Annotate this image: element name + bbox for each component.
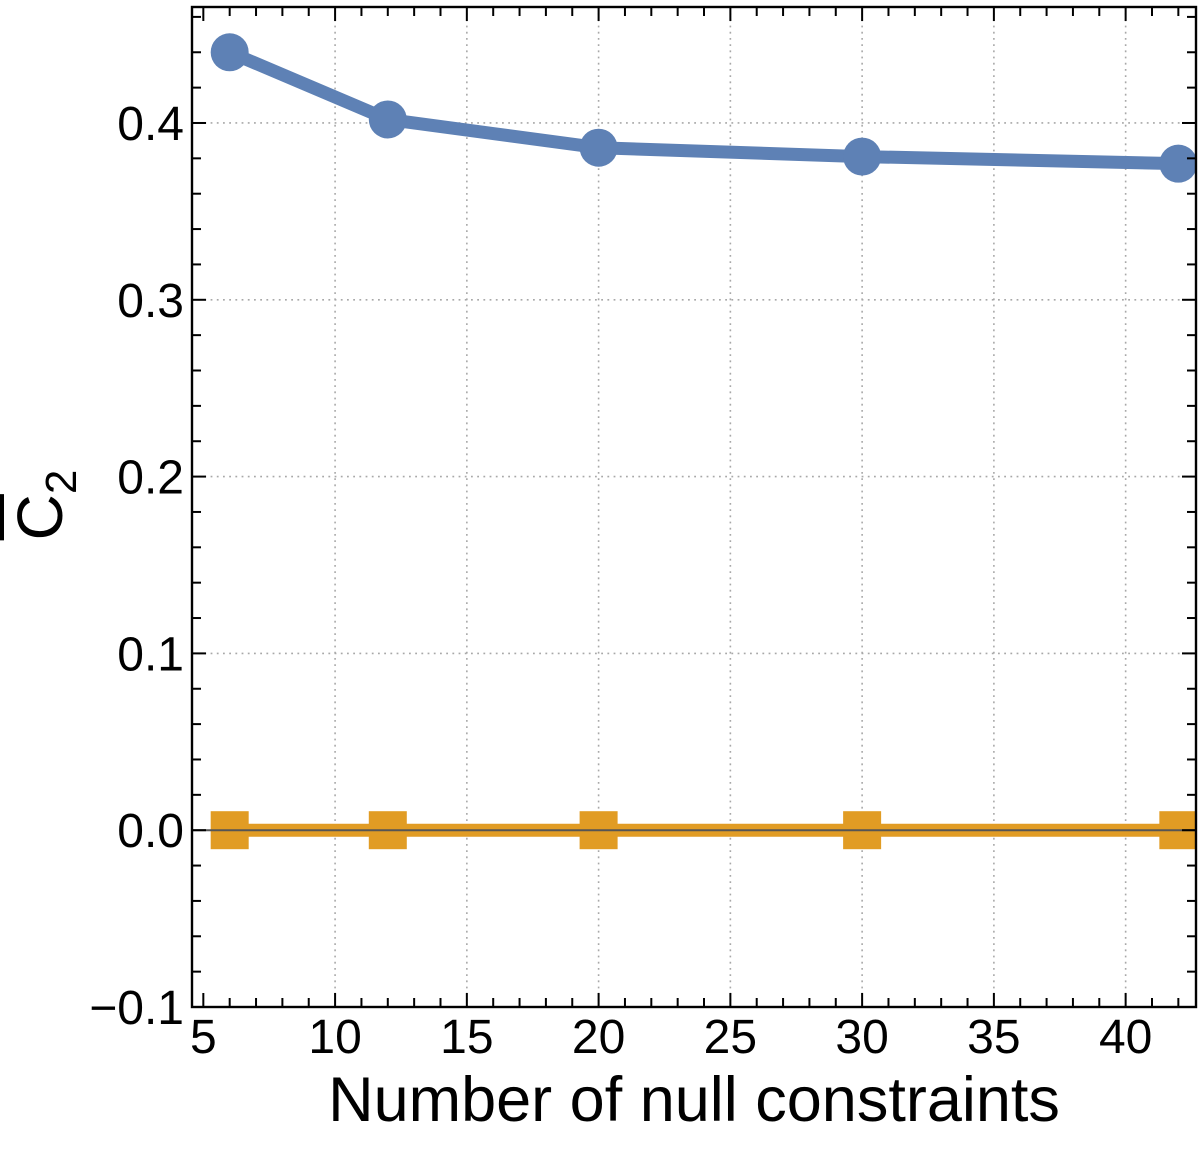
y-tick-label: 0.4 (117, 98, 184, 151)
x-axis-label: Number of null constraints (328, 1065, 1060, 1135)
x-tick-label: 15 (440, 1011, 493, 1064)
x-tick-label: 20 (572, 1011, 625, 1064)
x-tick-label: 35 (967, 1011, 1020, 1064)
x-tick-label: 25 (704, 1011, 757, 1064)
y-axis-label-base: C (4, 494, 76, 541)
plot-frame (190, 5, 1198, 1009)
y-tick-label: 0.1 (117, 628, 184, 681)
blue-circle-series-marker (1159, 144, 1196, 183)
y-axis-label-subscript: 2 (36, 469, 86, 495)
x-tick-label: 30 (835, 1011, 888, 1064)
x-tick-label: 10 (308, 1011, 361, 1064)
blue-circle-series-marker (579, 128, 618, 167)
y-axis-label: C2 (4, 470, 86, 541)
x-tick-label: 5 (190, 1011, 217, 1064)
y-tick-label: 0.0 (117, 805, 184, 858)
y-tick-label: 0.2 (117, 452, 184, 505)
blue-circle-series-marker (843, 137, 882, 176)
x-tick-label: 40 (1099, 1011, 1152, 1064)
y-tick-label: −0.1 (89, 982, 184, 1035)
blue-circle-series-marker (210, 33, 249, 72)
blue-circle-series-marker (368, 100, 407, 139)
blue-circle-series (210, 33, 1196, 183)
blue-circle-series-line (223, 45, 1185, 171)
y-tick-label: 0.3 (117, 275, 184, 328)
